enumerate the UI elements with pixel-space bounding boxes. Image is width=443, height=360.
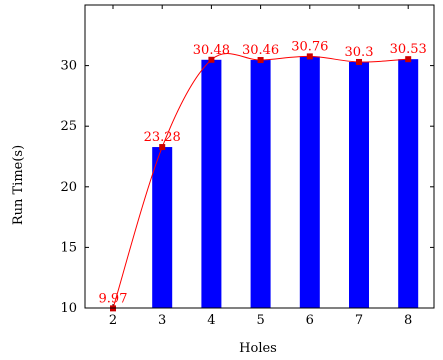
- x-tick-label: 3: [158, 313, 166, 328]
- line-marker: [356, 58, 362, 65]
- line-marker: [159, 144, 166, 151]
- data-label: 30.46: [242, 43, 279, 58]
- y-tick-label: 10: [60, 301, 77, 316]
- data-label: 9.97: [99, 291, 128, 306]
- y-tick-label: 30: [60, 59, 77, 74]
- x-tick-label: 8: [404, 313, 412, 328]
- x-tick-label: 2: [109, 313, 117, 328]
- data-label: 30.76: [291, 39, 328, 54]
- plot-frame: [84, 4, 435, 309]
- y-tick-label: 25: [60, 119, 77, 134]
- x-tick-label: 5: [256, 313, 264, 328]
- line-marker: [405, 56, 412, 63]
- x-tick-label: 7: [355, 313, 363, 328]
- y-tick-label: 20: [60, 180, 77, 195]
- line-marker: [306, 53, 313, 60]
- y-axis-ticks: 10 15 20 25 30: [60, 59, 434, 316]
- line-marker: [208, 56, 215, 63]
- data-label: 30.53: [390, 42, 427, 57]
- data-labels: 9.97 23.28 30.48 30.46 30.76 30.3 30.53: [99, 39, 427, 306]
- y-axis-label: Run Time(s): [11, 145, 26, 225]
- bar: [201, 59, 222, 309]
- x-axis-label: Holes: [239, 341, 277, 356]
- data-label: 30.3: [345, 45, 374, 60]
- data-label: 30.48: [193, 43, 230, 58]
- bar-series: [152, 56, 419, 309]
- bar: [152, 147, 173, 308]
- bar: [349, 61, 369, 308]
- line-marker: [257, 57, 264, 64]
- x-tick-label: 6: [306, 313, 314, 328]
- x-tick-label: 4: [207, 313, 215, 328]
- data-label: 23.28: [144, 130, 181, 145]
- bar: [250, 60, 271, 309]
- bar: [299, 56, 320, 309]
- bar: [398, 59, 419, 309]
- y-tick-label: 15: [60, 240, 77, 255]
